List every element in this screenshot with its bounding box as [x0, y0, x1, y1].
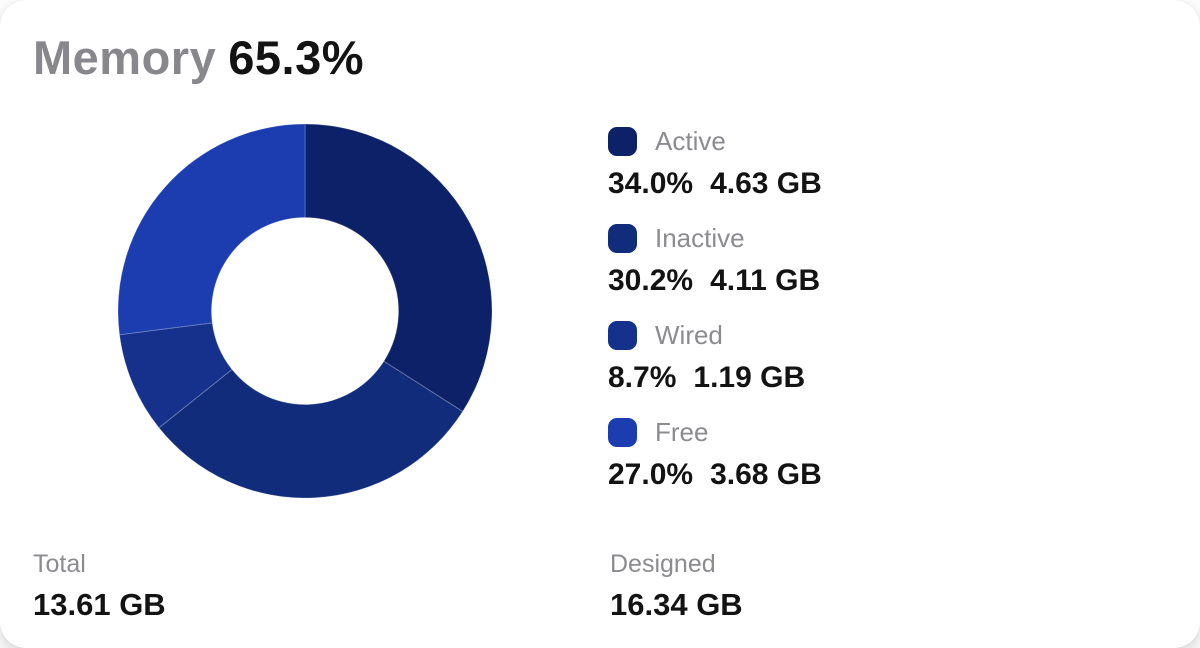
donut-chart-svg — [118, 124, 492, 498]
legend-values: 34.0% 4.63 GB — [608, 167, 822, 201]
designed-value: 16.34 GB — [610, 587, 743, 622]
total-memory-block: Total 13.61 GB — [33, 550, 166, 623]
legend-item-head: Free — [608, 415, 822, 449]
chart-legend: Active 34.0% 4.63 GB Inactive 30.2% 4.11… — [608, 124, 822, 512]
legend-label: Inactive — [655, 222, 745, 253]
legend-item-head: Wired — [608, 318, 822, 352]
legend-item-active: Active 34.0% 4.63 GB — [608, 124, 822, 221]
designed-memory-block: Designed 16.34 GB — [610, 550, 743, 623]
legend-size-value: 1.19 GB — [693, 361, 806, 394]
total-label: Total — [33, 550, 86, 578]
legend-percent-value: 27.0% — [608, 458, 694, 491]
memory-usage-percent: 65.3% — [228, 31, 365, 84]
legend-swatch — [608, 126, 637, 156]
legend-values: 30.2% 4.11 GB — [608, 264, 822, 298]
legend-size-value: 4.63 GB — [710, 167, 822, 200]
legend-item-head: Inactive — [608, 221, 822, 255]
legend-percent-value: 8.7% — [608, 361, 677, 394]
memory-donut-chart — [118, 124, 492, 498]
designed-label: Designed — [610, 550, 716, 578]
legend-swatch — [608, 417, 637, 447]
donut-segment-active — [304, 124, 492, 413]
donut-segment-inactive — [158, 360, 464, 498]
widget-title-row: Memory 65.3% — [33, 30, 364, 85]
legend-item-inactive: Inactive 30.2% 4.11 GB — [608, 221, 822, 318]
widget-title: Memory — [33, 31, 217, 84]
legend-label: Active — [655, 125, 726, 156]
legend-values: 8.7% 1.19 GB — [608, 361, 822, 395]
legend-label: Wired — [655, 319, 723, 350]
legend-percent-value: 34.0% — [608, 167, 694, 200]
donut-segment-free — [118, 124, 306, 336]
legend-size-value: 4.11 GB — [710, 264, 821, 297]
legend-percent-value: 30.2% — [608, 264, 694, 297]
legend-swatch — [608, 320, 637, 350]
legend-item-wired: Wired 8.7% 1.19 GB — [608, 318, 822, 415]
legend-label: Free — [655, 416, 709, 447]
legend-swatch — [608, 223, 637, 253]
legend-size-value: 3.68 GB — [710, 458, 822, 491]
legend-item-free: Free 27.0% 3.68 GB — [608, 415, 822, 512]
legend-values: 27.0% 3.68 GB — [608, 458, 822, 492]
legend-item-head: Active — [608, 124, 822, 158]
total-value: 13.61 GB — [33, 587, 166, 622]
